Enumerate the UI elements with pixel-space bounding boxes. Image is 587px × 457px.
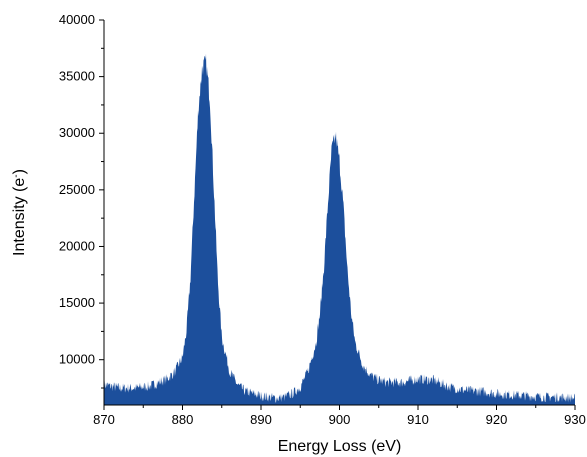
- x-axis-title: Energy Loss (eV): [278, 438, 402, 455]
- y-tick-label: 10000: [59, 352, 95, 367]
- plot-area: [104, 53, 575, 406]
- x-tick-label: 910: [407, 412, 429, 427]
- x-ticks: 870 880 890 900 910 920 930: [93, 405, 586, 427]
- x-tick-label: 870: [93, 412, 115, 427]
- y-tick-label: 40000: [59, 12, 95, 27]
- spectrum-area: [104, 53, 575, 406]
- x-tick-label: 880: [172, 412, 194, 427]
- y-tick-label: 20000: [59, 238, 95, 253]
- x-tick-label: 890: [250, 412, 272, 427]
- y-axis-title: Intensity (e-): [11, 169, 29, 256]
- y-tick-label: 15000: [59, 295, 95, 310]
- y-ticks: 10000 15000 20000 25000 30000 35000 40000: [59, 12, 104, 389]
- y-axis-title-main: Intensity (e: [11, 178, 28, 256]
- x-tick-label: 920: [486, 412, 508, 427]
- x-tick-label: 930: [564, 412, 586, 427]
- y-axis-title-sup: -: [11, 174, 22, 177]
- y-tick-label: 35000: [59, 69, 95, 84]
- y-axis-title-close: ): [11, 169, 28, 174]
- y-tick-label: 25000: [59, 182, 95, 197]
- x-tick-label: 900: [329, 412, 351, 427]
- y-tick-label: 30000: [59, 125, 95, 140]
